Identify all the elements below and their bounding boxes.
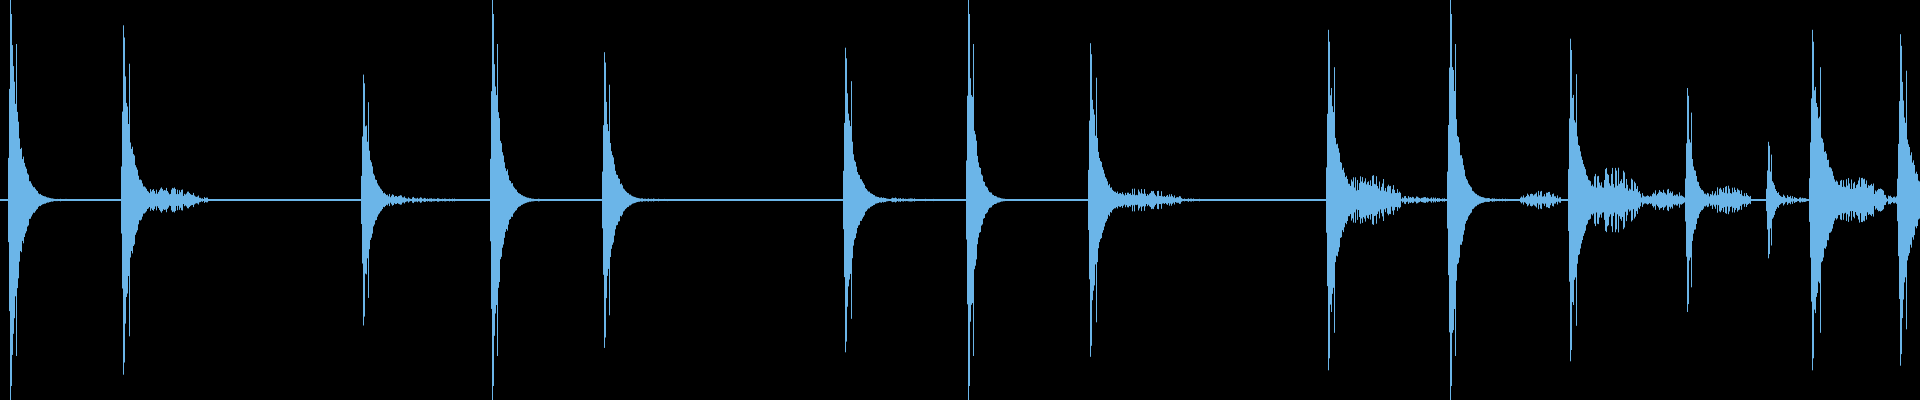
waveform-center-baseline xyxy=(0,199,1920,201)
